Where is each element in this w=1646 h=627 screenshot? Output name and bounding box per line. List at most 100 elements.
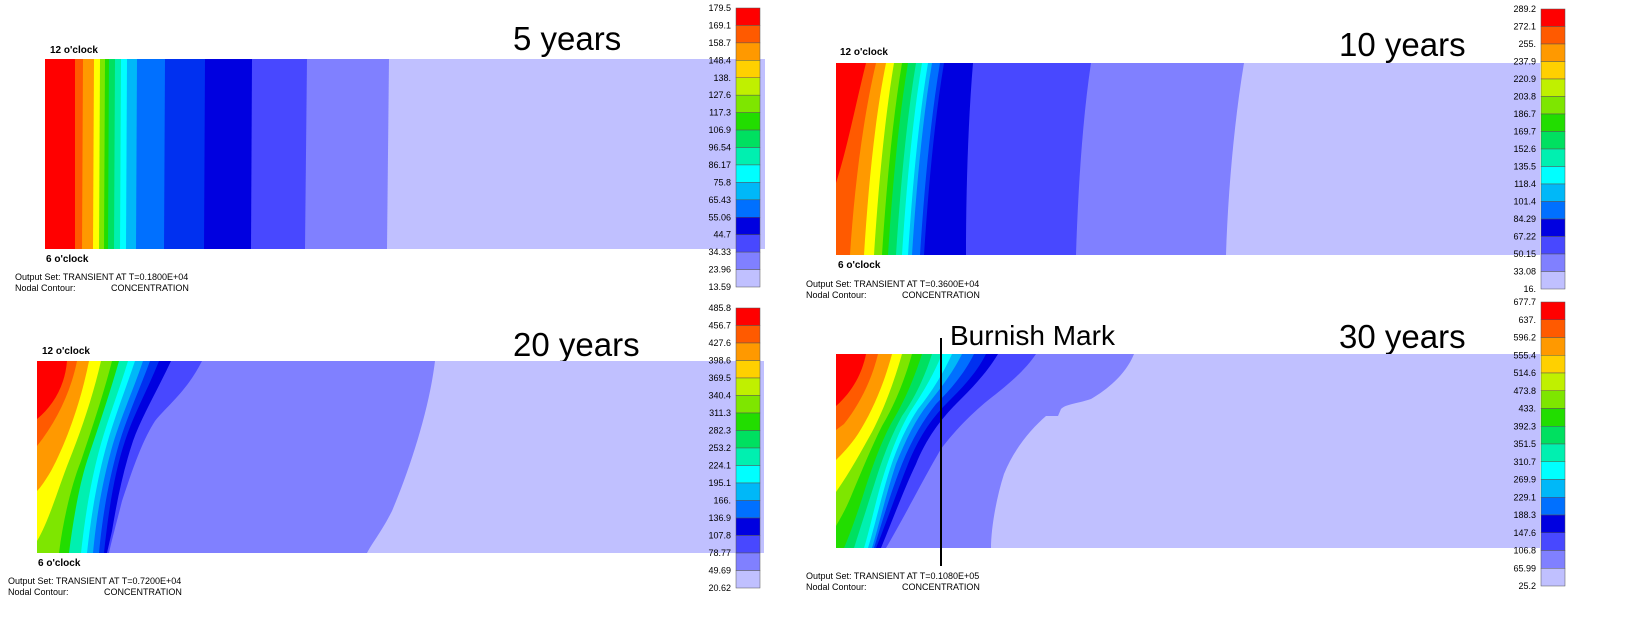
burnish-mark-label: Burnish Mark	[950, 320, 1115, 351]
legend-swatch	[1540, 497, 1566, 516]
legend-label: 229.1	[1513, 492, 1536, 502]
contour-plot	[836, 354, 1540, 548]
legend-label: 433.	[1518, 404, 1536, 414]
legend-label: 289.2	[1513, 4, 1536, 14]
legend-label: 514.6	[1513, 368, 1536, 378]
nodal-contour-row: Nodal Contour: CONCENTRATION	[8, 587, 182, 598]
legend-label: 138.	[713, 73, 731, 83]
burnish-mark-line	[940, 338, 942, 566]
legend-swatch	[1540, 271, 1566, 290]
legend-label: 84.29	[1513, 214, 1536, 224]
legend-swatch	[735, 570, 761, 589]
legend-swatch	[1540, 372, 1566, 391]
legend-swatch	[1540, 479, 1566, 498]
legend-swatch	[735, 251, 761, 270]
legend-label: 135.5	[1513, 162, 1536, 172]
nodal-contour-value: CONCENTRATION	[111, 283, 189, 293]
top-clock-label: 12 o'clock	[840, 47, 888, 58]
legend-swatch	[735, 482, 761, 501]
legend-swatch	[1540, 253, 1566, 272]
legend-swatch	[735, 552, 761, 571]
output-set-text: Output Set: TRANSIENT AT T=0.7200E+04	[8, 576, 182, 586]
legend-swatch	[735, 147, 761, 166]
legend-label: 20.62	[708, 583, 731, 593]
legend-label: 118.4	[1514, 179, 1536, 189]
legend-label: 555.4	[1513, 350, 1536, 360]
nodal-contour-row: Nodal Contour: CONCENTRATION	[806, 582, 980, 593]
output-set-text: Output Set: TRANSIENT AT T=0.1080E+05	[806, 571, 980, 581]
panel-title: 20 years	[513, 326, 640, 363]
legend-swatch	[735, 360, 761, 379]
legend-label: 106.9	[708, 125, 731, 135]
legend-swatch	[1540, 532, 1566, 551]
legend-swatch	[1540, 26, 1566, 45]
legend-label: 50.15	[1513, 249, 1536, 259]
legend-label: 369.5	[708, 373, 731, 383]
legend-swatch	[735, 500, 761, 519]
output-info: Output Set: TRANSIENT AT T=0.3600E+04 No…	[806, 279, 980, 301]
legend-swatch	[1540, 390, 1566, 409]
legend-swatch	[1540, 96, 1566, 115]
legend-label: 86.17	[708, 160, 731, 170]
legend-swatch	[1540, 131, 1566, 150]
legend-swatch	[1540, 61, 1566, 80]
nodal-contour-key: Nodal Contour:	[806, 290, 867, 300]
legend-label: 224.1	[708, 461, 731, 471]
contour-plot	[37, 361, 764, 553]
legend-label: 148.4	[708, 55, 731, 65]
legend-swatch	[1540, 113, 1566, 132]
legend-swatch	[735, 7, 761, 26]
legend-swatch	[735, 112, 761, 131]
legend-label: 16.	[1523, 284, 1536, 294]
legend-label: 351.5	[1513, 439, 1536, 449]
output-info: Output Set: TRANSIENT AT T=0.1080E+05 No…	[806, 571, 980, 593]
legend-label: 169.1	[708, 20, 731, 30]
legend-label: 152.6	[1513, 144, 1536, 154]
legend-label: 107.8	[708, 531, 731, 541]
top-clock-label: 12 o'clock	[42, 346, 90, 357]
legend-swatch	[735, 164, 761, 183]
legend-label: 237.9	[1513, 57, 1536, 67]
legend-swatch	[1540, 166, 1566, 185]
legend-swatch	[1540, 183, 1566, 202]
legend-swatch	[1540, 337, 1566, 356]
legend-swatch	[1540, 319, 1566, 338]
legend-label: 203.8	[1513, 92, 1536, 102]
legend-label: 67.22	[1513, 232, 1536, 242]
legend-label: 49.69	[708, 566, 731, 576]
legend-swatch	[1540, 355, 1566, 374]
legend-label: 96.54	[708, 143, 731, 153]
legend-swatch	[735, 234, 761, 253]
legend-label: 253.2	[708, 443, 731, 453]
panel-title: 30 years	[1339, 318, 1466, 355]
legend-label: 392.3	[1513, 421, 1536, 431]
nodal-contour-value: CONCENTRATION	[902, 582, 980, 592]
legend-swatch	[735, 217, 761, 235]
legend-swatch	[735, 430, 761, 449]
legend-label: 78.77	[708, 548, 731, 558]
legend-swatch	[1540, 148, 1566, 167]
legend-label: 65.99	[1513, 563, 1536, 573]
legend-swatch	[735, 517, 761, 536]
nodal-contour-value: CONCENTRATION	[104, 587, 182, 597]
legend-swatch	[735, 535, 761, 554]
legend-swatch	[735, 129, 761, 148]
legend-swatch	[735, 269, 761, 288]
legend-swatch	[1540, 550, 1566, 569]
legend-swatch	[735, 465, 761, 484]
bottom-clock-label: 6 o'clock	[838, 260, 881, 271]
bottom-clock-label: 6 o'clock	[38, 558, 81, 569]
color-legend: 289.2 272.1 255. 237.9 220.9 203.8 186.7 169.7 1…	[1513, 4, 1566, 294]
legend-label: 44.7	[713, 230, 731, 240]
legend-label: 65.43	[708, 195, 731, 205]
legend-swatch	[735, 342, 761, 361]
legend-label: 637.	[1518, 315, 1536, 325]
nodal-contour-key: Nodal Contour:	[15, 283, 76, 293]
legend-label: 427.6	[708, 338, 731, 348]
legend-swatch	[1540, 43, 1566, 62]
nodal-contour-value: CONCENTRATION	[902, 290, 980, 300]
output-info: Output Set: TRANSIENT AT T=0.7200E+04 No…	[8, 576, 182, 598]
legend-swatch	[735, 77, 761, 96]
legend-swatch	[735, 447, 761, 466]
legend-swatch	[735, 199, 761, 218]
